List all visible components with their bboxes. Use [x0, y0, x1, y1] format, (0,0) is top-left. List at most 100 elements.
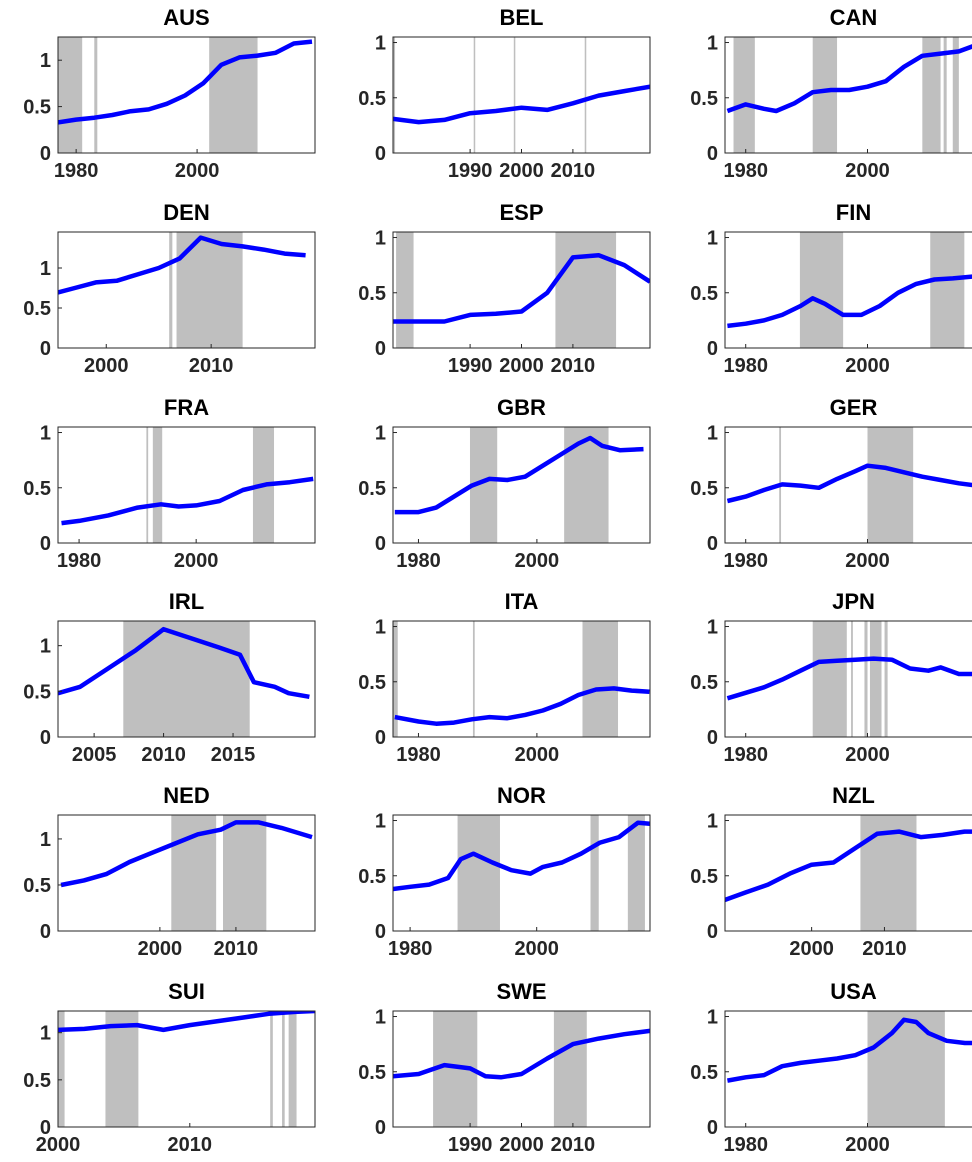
plot-area: [58, 232, 306, 348]
data-line: [726, 463, 972, 504]
x-tick-label: 2000: [499, 355, 544, 377]
data-line: [58, 626, 310, 700]
shaded-period: [94, 37, 98, 153]
shaded-period: [590, 815, 599, 931]
y-tick-label: 0: [707, 1117, 718, 1139]
y-tick-label: 0.5: [23, 875, 51, 897]
axes-box: [392, 620, 651, 738]
shaded-period: [952, 37, 959, 153]
shaded-period: [393, 621, 398, 737]
y-tick-label: 1: [707, 228, 718, 250]
y-tick-label: 1: [40, 423, 51, 445]
panel-title: IRL: [169, 589, 204, 614]
shaded-period: [169, 232, 173, 348]
data-line: [393, 820, 650, 892]
x-tick-label: 2010: [862, 938, 907, 960]
y-tick-label: 1: [375, 811, 386, 833]
shaded-period: [869, 621, 882, 737]
shaded-period: [270, 1011, 273, 1127]
plot-area: [60, 815, 313, 931]
axes-box: [57, 231, 316, 349]
panel-title: GER: [830, 395, 878, 420]
shaded-period: [922, 37, 941, 153]
y-tick-label: 0: [40, 143, 51, 165]
x-tick-label: 2000: [138, 938, 183, 960]
axes-box: [724, 426, 972, 544]
shaded-period: [457, 815, 500, 931]
y-tick-label: 0.5: [690, 866, 718, 888]
y-tick-label: 1: [40, 636, 51, 658]
x-tick-label: 2000: [845, 1134, 890, 1156]
y-tick-label: 0.5: [358, 478, 386, 500]
axes-box: [57, 814, 316, 932]
shaded-period: [627, 815, 645, 931]
shaded-period: [58, 1011, 65, 1127]
panel-title: BEL: [500, 5, 544, 30]
shaded-period: [812, 37, 838, 153]
y-tick-label: 1: [707, 1007, 718, 1029]
shaded-period: [582, 621, 619, 737]
panel: ITA 0 0.5 1 1980 2000: [358, 589, 651, 766]
x-tick-label: 1980: [723, 1134, 768, 1156]
shaded-period: [472, 621, 475, 737]
y-tick-label: 0: [40, 533, 51, 555]
panel: USA 0 0.5 1 1980 2000: [690, 979, 972, 1156]
axes-box: [392, 814, 651, 932]
y-tick-label: 0.5: [690, 283, 718, 305]
x-tick-label: 2000: [845, 160, 890, 182]
y-tick-label: 1: [375, 33, 386, 55]
axes-box: [57, 1010, 316, 1128]
y-tick-label: 1: [40, 258, 51, 280]
x-tick-label: 1980: [723, 744, 768, 766]
x-tick-label: 1990: [448, 160, 493, 182]
x-tick-label: 2010: [189, 355, 234, 377]
shaded-period: [867, 1011, 945, 1127]
plot-area: [726, 37, 972, 153]
y-tick-label: 0.5: [23, 298, 51, 320]
x-tick-label: 2000: [845, 744, 890, 766]
panel-title: JPN: [832, 589, 875, 614]
panel: IRL 0 0.5 1 2005 2010 2015: [23, 589, 316, 766]
panel-title: AUS: [163, 5, 209, 30]
shaded-period: [851, 621, 853, 737]
data-line: [58, 235, 306, 295]
x-tick-label: 2010: [551, 355, 596, 377]
x-tick-label: 1980: [723, 160, 768, 182]
y-tick-label: 0: [40, 921, 51, 943]
x-tick-label: 2010: [168, 1134, 213, 1156]
panel: AUS 0 0.5 1 1980 2000: [23, 5, 316, 182]
y-tick-label: 0.5: [23, 681, 51, 703]
shaded-period: [282, 1011, 285, 1127]
y-tick-label: 0.5: [358, 1062, 386, 1084]
shaded-period: [584, 37, 587, 153]
data-line: [726, 656, 972, 701]
y-tick-label: 0: [375, 921, 386, 943]
panel-title: FRA: [164, 395, 209, 420]
y-tick-label: 0: [375, 338, 386, 360]
x-tick-label: 1980: [54, 160, 99, 182]
plot-area: [61, 427, 314, 543]
axes-box: [724, 231, 972, 349]
axes-box: [57, 36, 316, 154]
shaded-period: [123, 621, 250, 737]
data-line: [61, 476, 314, 526]
y-tick-label: 0: [40, 727, 51, 749]
x-tick-label: 2015: [211, 744, 256, 766]
panel: NED 0 0.5 1 2000 2010: [23, 783, 316, 960]
x-tick-label: 2000: [514, 938, 559, 960]
data-line: [58, 39, 313, 125]
shaded-period: [867, 427, 914, 543]
data-line: [58, 1011, 315, 1033]
panel-title: SWE: [496, 979, 546, 1004]
y-tick-label: 0.5: [690, 478, 718, 500]
data-line: [394, 435, 644, 515]
x-tick-label: 2000: [515, 744, 560, 766]
panel-title: ESP: [499, 200, 543, 225]
x-tick-label: 2000: [174, 550, 219, 572]
x-tick-label: 1980: [396, 744, 441, 766]
plot-area: [393, 1011, 650, 1127]
axes-box: [724, 814, 972, 932]
x-tick-label: 2010: [214, 938, 259, 960]
x-tick-label: 2000: [499, 160, 544, 182]
